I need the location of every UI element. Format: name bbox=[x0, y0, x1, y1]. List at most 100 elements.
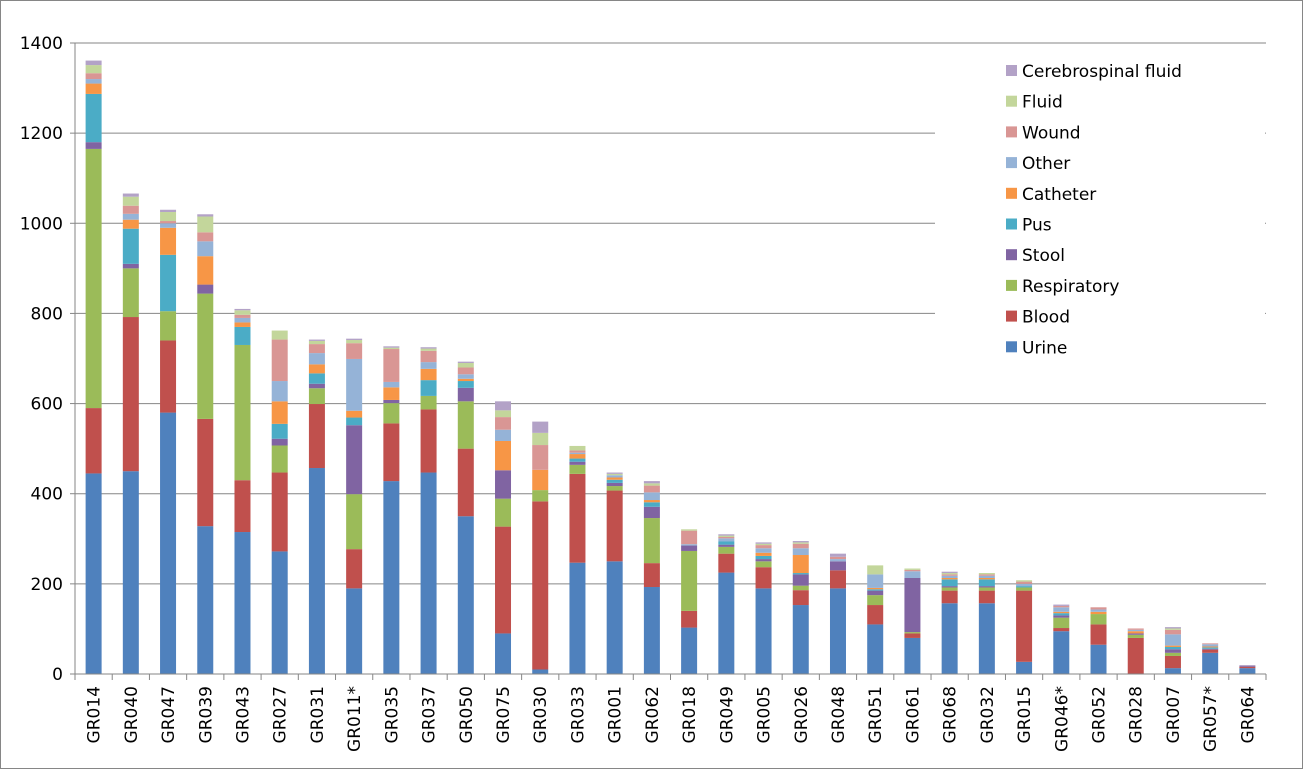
legend-label: Cerebrospinal fluid bbox=[1022, 62, 1182, 82]
legend-swatch bbox=[1006, 341, 1017, 353]
bar-segment-urine bbox=[643, 587, 660, 674]
bar-segment-blood bbox=[495, 526, 512, 634]
bar-segment-other bbox=[1053, 607, 1070, 612]
bar-segment-wound bbox=[792, 543, 809, 549]
bar-segment-fluid bbox=[904, 568, 921, 570]
bar-segment-other bbox=[160, 223, 177, 228]
bar-segment-catheter bbox=[495, 440, 512, 471]
bar-segment-catheter bbox=[643, 500, 660, 503]
bar-segment-pus bbox=[941, 579, 958, 587]
bar-segment-urine bbox=[420, 472, 437, 674]
x-tick-label: GR007 bbox=[1164, 686, 1184, 743]
bar-segment-other bbox=[420, 362, 437, 369]
bar-segment-catheter bbox=[1090, 611, 1107, 615]
bar-segment-pus bbox=[346, 417, 363, 426]
bar-segment-other bbox=[1016, 583, 1033, 587]
bar-segment-blood bbox=[606, 490, 623, 562]
bar-segment-cerebrospinal-fluid bbox=[122, 193, 139, 197]
x-tick-label: GR047 bbox=[159, 686, 179, 743]
bar-segment-urine bbox=[1164, 668, 1181, 674]
bar-segment-blood bbox=[457, 448, 474, 517]
x-tick-label: GR040 bbox=[122, 686, 142, 743]
bar-segment-cerebrospinal-fluid bbox=[160, 209, 177, 213]
bar-segment-pus bbox=[718, 541, 735, 545]
bar-segment-other bbox=[495, 429, 512, 441]
bar-segment-respiratory bbox=[904, 632, 921, 634]
bar-segment-other bbox=[792, 548, 809, 556]
bar-segment-catheter bbox=[160, 227, 177, 255]
bar-segment-catheter bbox=[271, 401, 288, 424]
legend-swatch bbox=[1006, 95, 1017, 107]
bar-segment-wound bbox=[1127, 628, 1144, 630]
legend: Cerebrospinal fluid Fluid Wound Other Cathet… bbox=[935, 53, 1265, 363]
bar-segment-catheter bbox=[941, 577, 958, 580]
bar-segment-stool bbox=[718, 544, 735, 547]
bar-segment-cerebrospinal-fluid bbox=[1053, 604, 1070, 606]
legend-label: Wound bbox=[1022, 123, 1081, 143]
bar-segment-blood bbox=[867, 605, 884, 625]
bar-segment-cerebrospinal-fluid bbox=[457, 361, 474, 364]
bar-segment-wound bbox=[1053, 605, 1070, 608]
bar-segment-catheter bbox=[457, 378, 474, 382]
bar-segment-respiratory bbox=[495, 498, 512, 527]
bar-segment-blood bbox=[160, 340, 177, 413]
x-tick-label: GR061 bbox=[903, 686, 923, 743]
bar-segment-fluid bbox=[792, 542, 809, 544]
bar-segment-wound bbox=[941, 574, 958, 576]
bar-segment-blood bbox=[1016, 590, 1033, 662]
bar-segment-urine bbox=[1090, 644, 1107, 674]
x-tick-label: GR051 bbox=[866, 686, 886, 743]
x-tick-label: GR030 bbox=[531, 686, 551, 743]
x-tick-label: GR001 bbox=[606, 686, 626, 743]
bar-segment-stool bbox=[271, 438, 288, 446]
bar-segment-fluid bbox=[122, 196, 139, 206]
bar-segment-wound bbox=[420, 350, 437, 363]
bar-segment-cerebrospinal-fluid bbox=[941, 571, 958, 574]
bar-segment-pus bbox=[792, 573, 809, 575]
bar-segment-blood bbox=[792, 590, 809, 606]
bar-segment-fluid bbox=[755, 543, 772, 546]
bar-segment-respiratory bbox=[85, 148, 102, 409]
x-tick-label: GR057* bbox=[1201, 686, 1221, 752]
x-tick-label: GR052 bbox=[1090, 686, 1110, 743]
bar-segment-blood bbox=[271, 472, 288, 552]
x-tick-label: GR032 bbox=[978, 686, 998, 743]
bar-segment-catheter bbox=[1202, 646, 1219, 648]
x-tick-label: GR068 bbox=[941, 686, 961, 743]
bar-segment-fluid bbox=[457, 363, 474, 368]
bar-segment-pus bbox=[308, 373, 325, 384]
bar-segment-cerebrospinal-fluid bbox=[346, 338, 363, 341]
bar-segment-stool bbox=[457, 387, 474, 402]
bar-segment-wound bbox=[271, 339, 288, 382]
bar-segment-cerebrospinal-fluid bbox=[755, 542, 772, 544]
bar-segment-other bbox=[383, 381, 400, 388]
bar-segment-pus bbox=[1053, 613, 1070, 616]
bar-segment-urine bbox=[383, 481, 400, 674]
bar-segment-stool bbox=[606, 482, 623, 487]
bar-segment-blood bbox=[681, 610, 698, 628]
y-tick-label: 1200 bbox=[20, 124, 63, 144]
bar-segment-catheter bbox=[420, 368, 437, 381]
bar-segment-other bbox=[941, 575, 958, 578]
x-tick-label: GR014 bbox=[85, 686, 105, 743]
bar-segment-blood bbox=[1202, 649, 1219, 653]
x-tick-label: GR027 bbox=[271, 686, 291, 743]
bar-segment-stool bbox=[1127, 633, 1144, 635]
bar-segment-cerebrospinal-fluid bbox=[308, 339, 325, 341]
bar-segment-blood bbox=[532, 501, 549, 670]
bar-segment-respiratory bbox=[1164, 652, 1181, 656]
x-tick-label: GR015 bbox=[1015, 686, 1035, 743]
bar-segment-respiratory bbox=[532, 490, 549, 502]
bar-segment-urine bbox=[569, 562, 586, 674]
bar-segment-blood bbox=[718, 553, 735, 573]
bar-segment-wound bbox=[718, 536, 735, 539]
bar-segment-urine bbox=[234, 532, 251, 674]
x-tick-label: GR049 bbox=[717, 686, 737, 743]
bar-segment-cerebrospinal-fluid bbox=[532, 421, 549, 433]
bar-segment-stool bbox=[569, 461, 586, 465]
bar-segment-other bbox=[1164, 634, 1181, 646]
bar-segment-blood bbox=[197, 418, 214, 527]
bar-segment-cerebrospinal-fluid bbox=[420, 347, 437, 349]
bar-segment-pus bbox=[122, 228, 139, 264]
bar-segment-fluid bbox=[978, 573, 995, 575]
